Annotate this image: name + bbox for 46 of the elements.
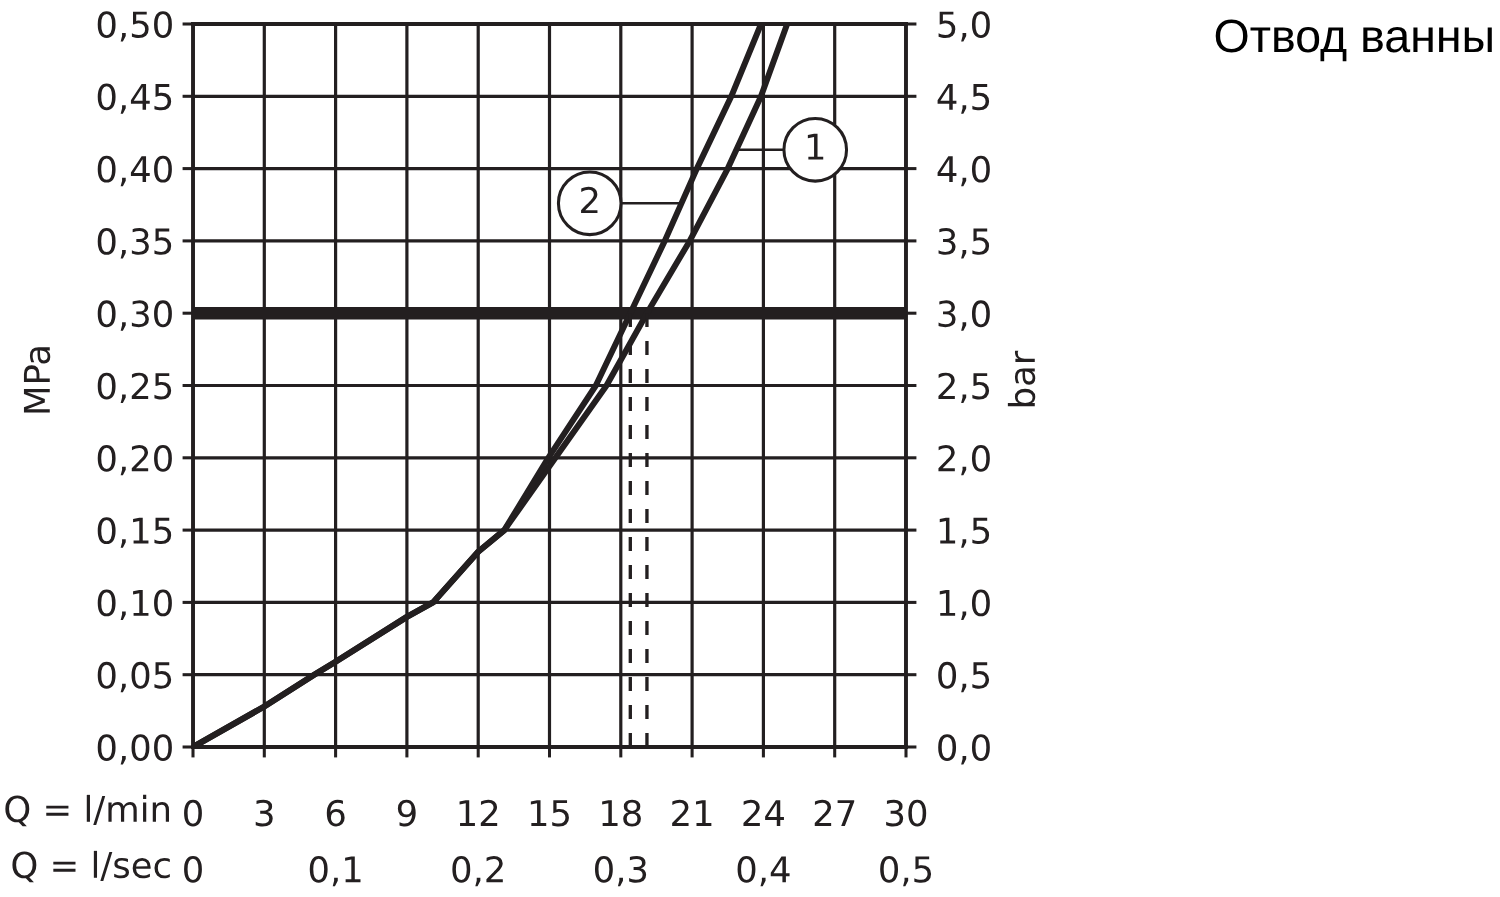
y-tick-label: 0,25 (97, 372, 172, 404)
x-tick-label: 27 (814, 799, 855, 826)
y2-tick-label: 0,0 (938, 734, 990, 765)
x-tick-label: 18 (602, 799, 641, 827)
y2-tick-label: 4,0 (937, 155, 990, 187)
x-tick-label: 6 (326, 799, 345, 827)
y2-tick-label: 3,5 (938, 228, 990, 259)
x-tick-label: 30 (886, 799, 927, 827)
y-tick-label: 0,00 (97, 734, 172, 765)
y-tick-label: 0,30 (97, 300, 172, 331)
y-axis-title: MPa (23, 347, 51, 413)
text: Отвод ванны (1215, 19, 1492, 62)
annotation: 1 (807, 133, 824, 160)
y-tick-label: 0,40 (97, 155, 172, 187)
y2-tick-label: 5,0 (938, 11, 990, 42)
y-tick-label: 0,50 (97, 11, 172, 42)
y2-tick-label: 0,5 (938, 661, 990, 693)
y-tick-label: 0,05 (97, 661, 172, 693)
y-tick-label: 0,45 (97, 83, 172, 114)
x-tick-label: 24 (743, 799, 784, 826)
x2-tick-label: 0,5 (880, 855, 932, 887)
y2-tick-label: 3,0 (938, 300, 990, 331)
y2-tick-label: 2,0 (938, 444, 990, 476)
y-tick-label: 0,35 (97, 228, 172, 259)
x2-axis-title: Q = l/sec (12, 850, 170, 883)
annotation: 2 (581, 186, 598, 214)
x-tick-label: 21 (672, 799, 712, 826)
y2-tick-label: 2,5 (938, 372, 990, 404)
x2-tick-label: 0,4 (737, 855, 790, 887)
x-tick-label: 3 (255, 799, 273, 827)
x-axis-title: Q = l/min (5, 794, 169, 827)
x-tick-label: 12 (459, 799, 498, 826)
y-tick-label: 0,15 (97, 517, 172, 548)
x2-tick-label: 0,2 (452, 855, 503, 887)
x2-tick-label: 0 (184, 855, 202, 883)
x-tick-label: 9 (397, 799, 416, 827)
x-tick-label: 0 (184, 799, 202, 827)
y2-tick-label: 1,5 (939, 517, 990, 548)
x-tick-label: 15 (530, 800, 569, 827)
y-tick-label: 0,20 (97, 444, 172, 476)
x2-tick-label: 0,3 (594, 855, 647, 887)
y2-axis-title: bar (1007, 350, 1036, 407)
y2-tick-label: 1,0 (939, 589, 990, 620)
y-tick-label: 0,10 (97, 589, 172, 620)
y2-tick-label: 4,5 (937, 83, 990, 114)
x2-tick-label: 0,1 (309, 855, 361, 887)
